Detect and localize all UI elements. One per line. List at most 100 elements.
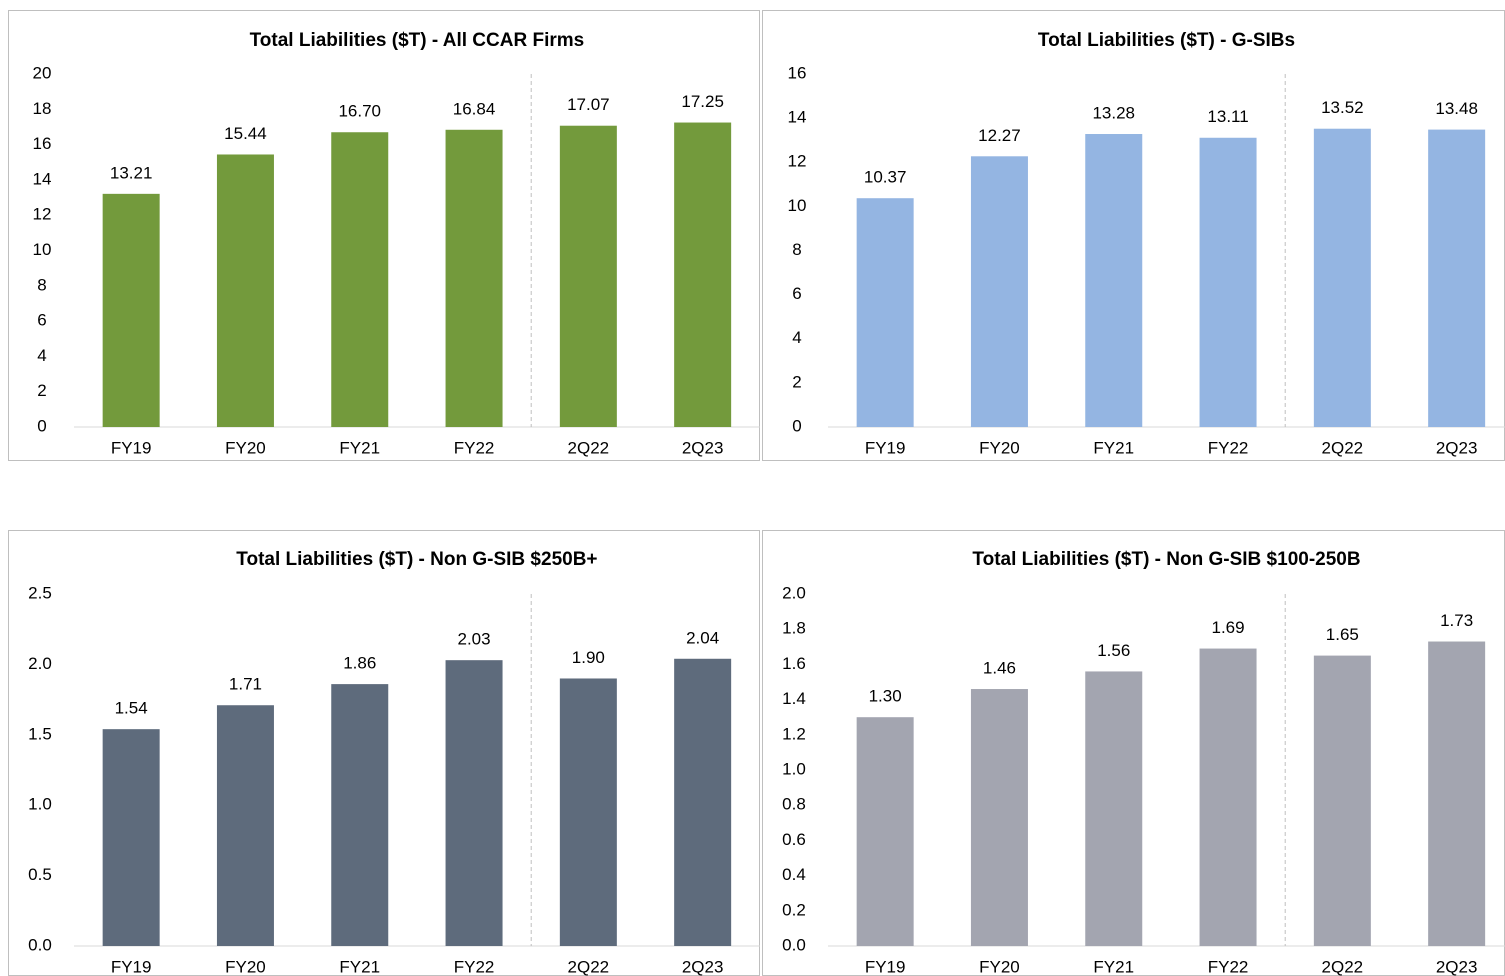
chart-title: Total Liabilities ($T) - Non G-SIB $100-…: [972, 549, 1360, 570]
bar: [331, 684, 389, 946]
y-tick-label: 8: [37, 275, 46, 294]
x-tick-label: FY20: [225, 438, 266, 457]
y-tick-label: 1.8: [782, 619, 806, 638]
bar: [674, 658, 732, 946]
y-tick-label: 0.8: [782, 795, 806, 814]
value-label: 13.52: [1321, 98, 1364, 117]
bar: [674, 122, 732, 427]
y-tick-label: 0.0: [28, 935, 52, 954]
x-tick-label: FY19: [865, 438, 906, 457]
x-tick-label: FY21: [339, 957, 380, 976]
value-label: 1.56: [1097, 641, 1130, 660]
bar: [445, 129, 503, 428]
y-tick-label: 0.5: [28, 865, 52, 884]
bar: [1313, 655, 1371, 946]
value-label: 16.70: [338, 102, 381, 121]
value-label: 1.69: [1212, 618, 1245, 637]
y-tick-label: 1.0: [28, 795, 52, 814]
y-tick-label: 10: [33, 240, 52, 259]
value-label: 16.84: [453, 99, 496, 118]
bar: [1428, 129, 1486, 427]
x-tick-label: FY20: [979, 438, 1020, 457]
value-label: 13.28: [1092, 103, 1135, 122]
x-tick-label: FY20: [225, 957, 266, 976]
x-tick-label: 2Q23: [682, 957, 724, 976]
bar: [102, 729, 160, 946]
y-tick-label: 0.0: [782, 935, 806, 954]
y-tick-label: 4: [37, 346, 46, 365]
value-label: 17.07: [567, 95, 610, 114]
y-tick-label: 2.0: [782, 583, 806, 602]
y-tick-label: 10: [788, 196, 807, 215]
y-tick-label: 8: [792, 240, 801, 259]
x-tick-label: FY19: [111, 438, 152, 457]
y-tick-label: 20: [33, 63, 52, 82]
x-tick-label: FY19: [111, 957, 152, 976]
bar: [445, 660, 503, 946]
x-tick-label: 2Q22: [568, 438, 610, 457]
x-tick-label: 2Q22: [1322, 957, 1364, 976]
y-tick-label: 12: [788, 152, 807, 171]
chart-title: Total Liabilities ($T) - G-SIBs: [1038, 30, 1295, 51]
bar: [216, 154, 274, 427]
y-tick-label: 0: [37, 416, 46, 435]
bar: [1199, 137, 1257, 427]
bar: [970, 156, 1028, 427]
x-tick-label: FY22: [454, 438, 495, 457]
value-label: 13.21: [110, 163, 153, 182]
value-label: 2.04: [686, 628, 719, 647]
value-label: 2.03: [458, 630, 491, 649]
bar: [331, 132, 389, 427]
value-label: 15.44: [224, 124, 267, 143]
bar: [559, 678, 617, 946]
x-tick-label: 2Q22: [1322, 438, 1364, 457]
x-tick-label: FY19: [865, 957, 906, 976]
bar: [1428, 641, 1486, 946]
y-tick-label: 1.0: [782, 759, 806, 778]
x-tick-label: FY20: [979, 957, 1020, 976]
y-tick-label: 1.2: [782, 724, 806, 743]
x-tick-label: FY21: [1093, 438, 1134, 457]
y-tick-label: 16: [33, 134, 52, 153]
bar: [216, 705, 274, 946]
bar: [856, 717, 914, 946]
value-label: 1.73: [1440, 611, 1473, 630]
value-label: 1.65: [1326, 625, 1359, 644]
y-tick-label: 0: [792, 416, 801, 435]
y-tick-label: 0.4: [782, 865, 806, 884]
y-tick-label: 6: [37, 311, 46, 330]
x-tick-label: FY22: [1208, 438, 1249, 457]
x-tick-label: FY21: [1093, 957, 1134, 976]
bar: [856, 198, 914, 427]
bar: [559, 125, 617, 427]
value-label: 1.90: [572, 648, 605, 667]
y-tick-label: 1.6: [782, 654, 806, 673]
bar: [1085, 671, 1143, 946]
x-tick-label: FY21: [339, 438, 380, 457]
y-tick-label: 2.5: [28, 583, 52, 602]
x-tick-label: 2Q23: [1436, 438, 1478, 457]
bar: [1085, 134, 1143, 427]
value-label: 13.11: [1207, 107, 1248, 126]
bar: [1313, 128, 1371, 427]
y-tick-label: 2: [37, 381, 46, 400]
bar: [970, 689, 1028, 946]
panel-border: [8, 10, 760, 461]
y-tick-label: 0.2: [782, 900, 806, 919]
y-tick-label: 4: [792, 328, 801, 347]
y-tick-label: 6: [792, 284, 801, 303]
value-label: 1.71: [229, 675, 262, 694]
bar: [1199, 648, 1257, 946]
x-tick-label: FY22: [454, 957, 495, 976]
value-label: 13.48: [1435, 99, 1478, 118]
chart-title: Total Liabilities ($T) - All CCAR Firms: [250, 30, 585, 51]
x-tick-label: 2Q23: [682, 438, 724, 457]
y-tick-label: 18: [33, 99, 52, 118]
y-tick-label: 1.5: [28, 724, 52, 743]
y-tick-label: 14: [33, 169, 52, 188]
y-tick-label: 1.4: [782, 689, 806, 708]
value-label: 1.54: [115, 699, 148, 718]
value-label: 1.86: [343, 654, 376, 673]
